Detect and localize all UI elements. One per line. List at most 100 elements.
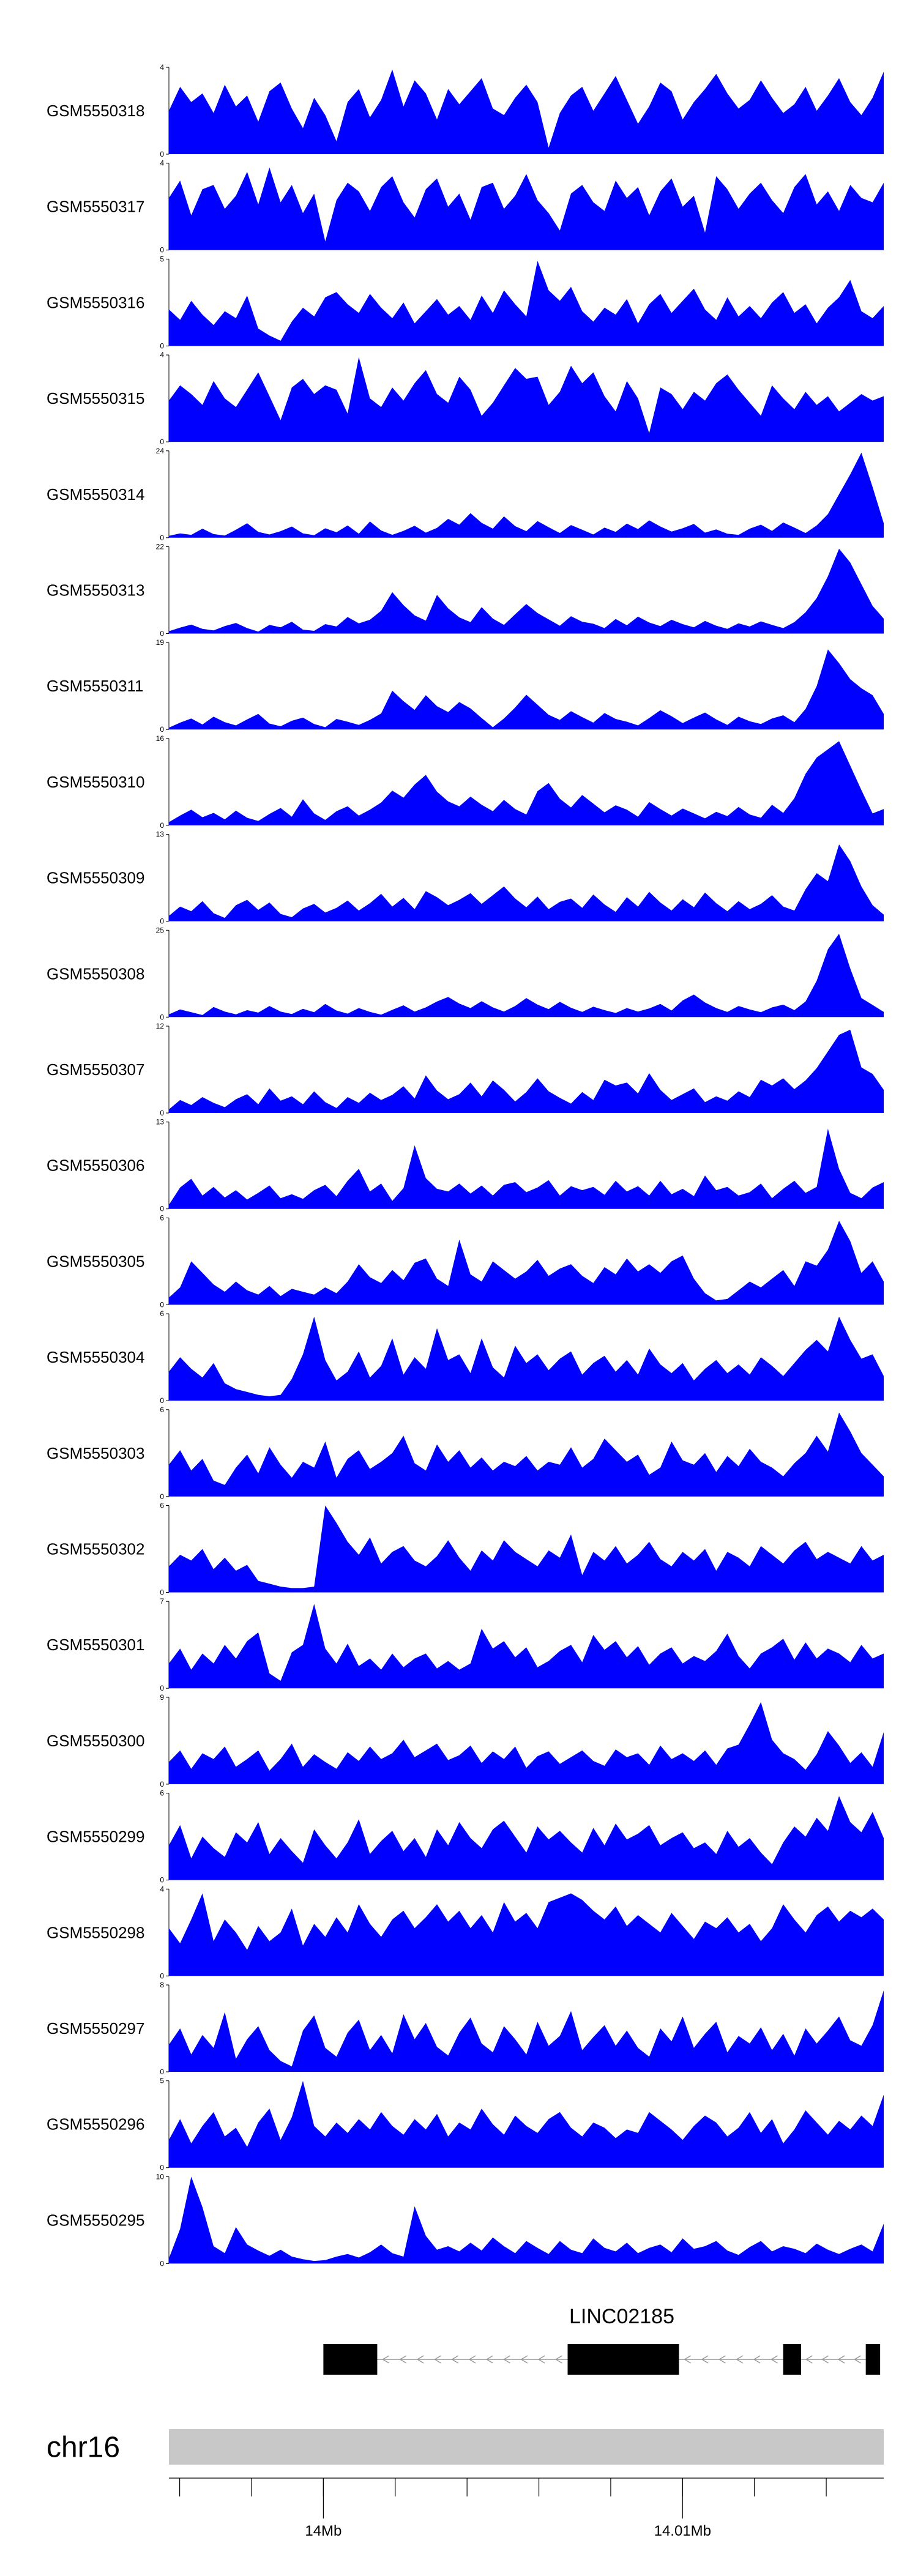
coverage-area-gsm5550308	[169, 934, 884, 1018]
track-gsm5550302: GSM5550302 6 0	[47, 1502, 884, 1597]
track-label-gsm5550309: GSM5550309	[47, 869, 144, 887]
coverage-area-gsm5550316	[169, 261, 884, 346]
track-gsm5550318: GSM5550318 4 0	[47, 63, 884, 158]
coverage-area-gsm5550311	[169, 649, 884, 730]
track-ymin-label: 0	[160, 437, 164, 446]
track-ymin-label: 0	[160, 246, 164, 255]
track-gsm5550311: GSM5550311 19 0	[47, 638, 884, 734]
track-ymin-label: 0	[160, 1780, 164, 1789]
track-gsm5550306: GSM5550306 13 0	[47, 1118, 884, 1213]
coverage-area-gsm5550301	[169, 1604, 884, 1689]
track-ymin-label: 0	[160, 1588, 164, 1597]
track-ymax-label: 13	[156, 830, 165, 839]
track-label-gsm5550313: GSM5550313	[47, 581, 144, 600]
track-ymin-label: 0	[160, 725, 164, 734]
coverage-area-gsm5550298	[169, 1893, 884, 1976]
track-label-gsm5550304: GSM5550304	[47, 1348, 144, 1366]
track-ymax-label: 6	[160, 1405, 164, 1414]
strand-arrow	[821, 2355, 829, 2364]
track-ymin-label: 0	[160, 821, 164, 830]
gene-label: LINC02185	[569, 2305, 674, 2328]
coverage-area-gsm5550309	[169, 844, 884, 921]
track-label-gsm5550301: GSM5550301	[47, 1636, 144, 1654]
track-ymin-label: 0	[160, 1300, 164, 1309]
track-ymax-label: 8	[160, 1981, 164, 1989]
genomic-axis: 14Mb 14.01Mb	[169, 2477, 884, 2539]
track-ymin-label: 0	[160, 1684, 164, 1692]
strand-arrow	[537, 2355, 545, 2364]
coverage-area-gsm5550303	[169, 1412, 884, 1497]
track-gsm5550304: GSM5550304 6 0	[47, 1309, 884, 1405]
track-ymax-label: 25	[156, 926, 165, 934]
track-gsm5550296: GSM5550296 5 0	[47, 2077, 884, 2172]
track-label-gsm5550306: GSM5550306	[47, 1156, 144, 1175]
track-label-gsm5550310: GSM5550310	[47, 773, 144, 791]
track-gsm5550314: GSM5550314 24 0	[47, 447, 884, 542]
track-label-gsm5550317: GSM5550317	[47, 198, 144, 216]
gene-model	[323, 2344, 881, 2375]
coverage-area-gsm5550310	[169, 741, 884, 825]
coverage-area-gsm5550315	[169, 357, 884, 442]
coverage-area-gsm5550300	[169, 1702, 884, 1784]
coverage-area-gsm5550307	[169, 1029, 884, 1113]
track-gsm5550307: GSM5550307 12 0	[47, 1022, 884, 1117]
track-ymin-label: 0	[160, 1876, 164, 1885]
strand-arrow	[503, 2355, 510, 2364]
gene-track: LINC02185	[323, 2305, 881, 2375]
track-ymax-label: 22	[156, 543, 165, 551]
track-label-gsm5550298: GSM5550298	[47, 1923, 144, 1941]
track-gsm5550308: GSM5550308 25 0	[47, 926, 884, 1021]
coverage-area-gsm5550305	[169, 1221, 884, 1305]
track-gsm5550316: GSM5550316 5 0	[47, 255, 884, 350]
track-ymax-label: 7	[160, 1597, 164, 1606]
track-ymin-label: 0	[160, 630, 164, 638]
track-gsm5550313: GSM5550313 22 0	[47, 543, 884, 638]
track-ymin-label: 0	[160, 1492, 164, 1501]
strand-arrow	[433, 2355, 441, 2364]
track-ymax-label: 6	[160, 1789, 164, 1798]
strand-arrow	[753, 2355, 761, 2364]
track-ymin-label: 0	[160, 2068, 164, 2076]
track-ymin-label: 0	[160, 1396, 164, 1405]
strand-arrow	[837, 2355, 845, 2364]
chromosome-ideogram	[169, 2429, 884, 2465]
coverage-area-gsm5550302	[169, 1505, 884, 1593]
coverage-area-gsm5550306	[169, 1128, 884, 1209]
strand-arrow	[382, 2355, 389, 2364]
axis-label-14-01mb: 14.01Mb	[654, 2523, 711, 2539]
track-ymax-label: 4	[160, 1885, 164, 1893]
track-ymin-label: 0	[160, 917, 164, 926]
track-ymin-label: 0	[160, 534, 164, 542]
exon-1	[323, 2344, 378, 2375]
track-ymin-label: 0	[160, 1013, 164, 1021]
coverage-tracks: GSM555031840GSM555031740GSM555031650GSM5…	[47, 63, 884, 2268]
coverage-area-gsm5550318	[169, 69, 884, 154]
coverage-area-gsm5550295	[169, 2176, 884, 2264]
coverage-area-gsm5550297	[169, 1990, 884, 2072]
track-gsm5550300: GSM5550300 9 0	[47, 1693, 884, 1789]
track-ymax-label: 16	[156, 734, 165, 743]
track-label-gsm5550308: GSM5550308	[47, 964, 144, 983]
coverage-area-gsm5550299	[169, 1796, 884, 1880]
axis-label-14mb: 14Mb	[305, 2523, 341, 2539]
track-label-gsm5550297: GSM5550297	[47, 2019, 144, 2038]
coverage-area-gsm5550314	[169, 452, 884, 538]
track-gsm5550310: GSM5550310 16 0	[47, 734, 884, 830]
track-label-gsm5550314: GSM5550314	[47, 485, 144, 504]
track-ymin-label: 0	[160, 2259, 164, 2268]
track-gsm5550297: GSM5550297 8 0	[47, 1981, 884, 2076]
track-gsm5550309: GSM5550309 13 0	[47, 830, 884, 926]
track-gsm5550315: GSM5550315 4 0	[47, 351, 884, 446]
track-label-gsm5550315: GSM5550315	[47, 389, 144, 408]
strand-arrow	[399, 2355, 407, 2364]
track-label-gsm5550318: GSM5550318	[47, 102, 144, 120]
track-gsm5550305: GSM5550305 6 0	[47, 1213, 884, 1309]
track-ymin-label: 0	[160, 341, 164, 350]
strand-arrow	[451, 2355, 459, 2364]
track-ymax-label: 6	[160, 1213, 164, 1222]
track-gsm5550298: GSM5550298 4 0	[47, 1885, 884, 1980]
track-gsm5550299: GSM5550299 6 0	[47, 1789, 884, 1885]
strand-arrow	[485, 2355, 493, 2364]
axis-labels: 14Mb 14.01Mb	[305, 2523, 711, 2539]
strand-arrow	[468, 2355, 476, 2364]
